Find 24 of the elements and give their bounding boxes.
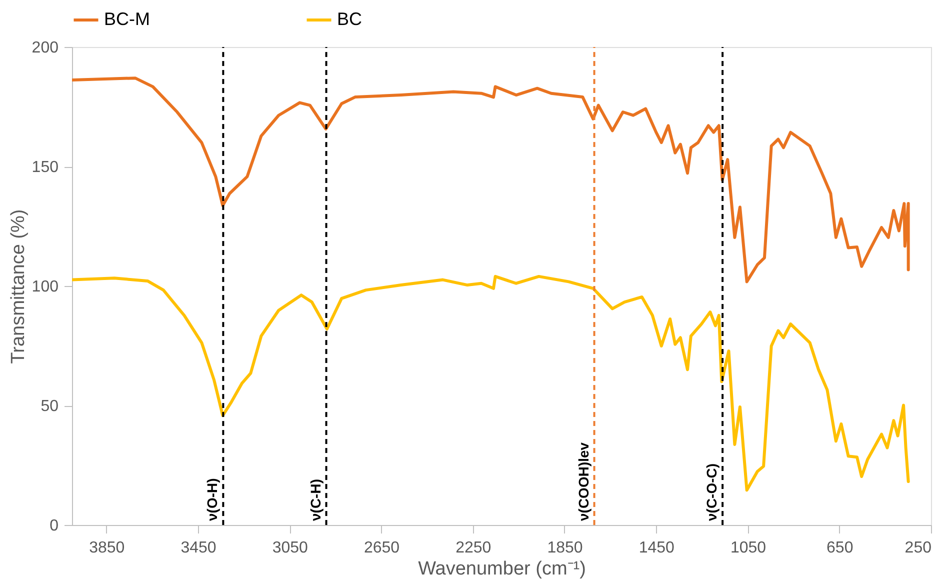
x-tick-label: 1050 [730, 540, 766, 556]
y-tick-label: 200 [32, 40, 59, 56]
x-tick-label: 1850 [547, 540, 583, 556]
ref-line-label: ν(C-O-C) [704, 463, 720, 521]
x-tick-label: 2250 [456, 540, 492, 556]
y-tick-label: 50 [40, 398, 59, 415]
x-tick-label: 650 [826, 540, 854, 556]
y-tick-label: 0 [50, 518, 59, 534]
x-tick-label: 3850 [89, 540, 125, 556]
x-tick-label: 3050 [272, 540, 308, 556]
y-tick-label: 100 [32, 278, 59, 296]
ref-line-label: ν(O-H) [204, 478, 220, 521]
x-tick-label: 2650 [364, 540, 400, 556]
legend-label: BC-M [104, 9, 150, 29]
x-tick-label: 3450 [180, 540, 216, 556]
y-axis-title: Transmittance (%) [8, 209, 29, 364]
legend-label: BC [337, 9, 362, 29]
ref-line-label: ν(COOH)lev [575, 442, 592, 521]
x-tick-label: 250 [904, 540, 932, 556]
x-tick-label: 1450 [638, 540, 675, 556]
line-series [72, 76, 910, 284]
y-tick-label: 150 [32, 159, 59, 176]
ref-line-label: ν(C-H) [307, 479, 324, 521]
x-axis-title: Wavenumber (cm⁻¹) [418, 558, 586, 580]
